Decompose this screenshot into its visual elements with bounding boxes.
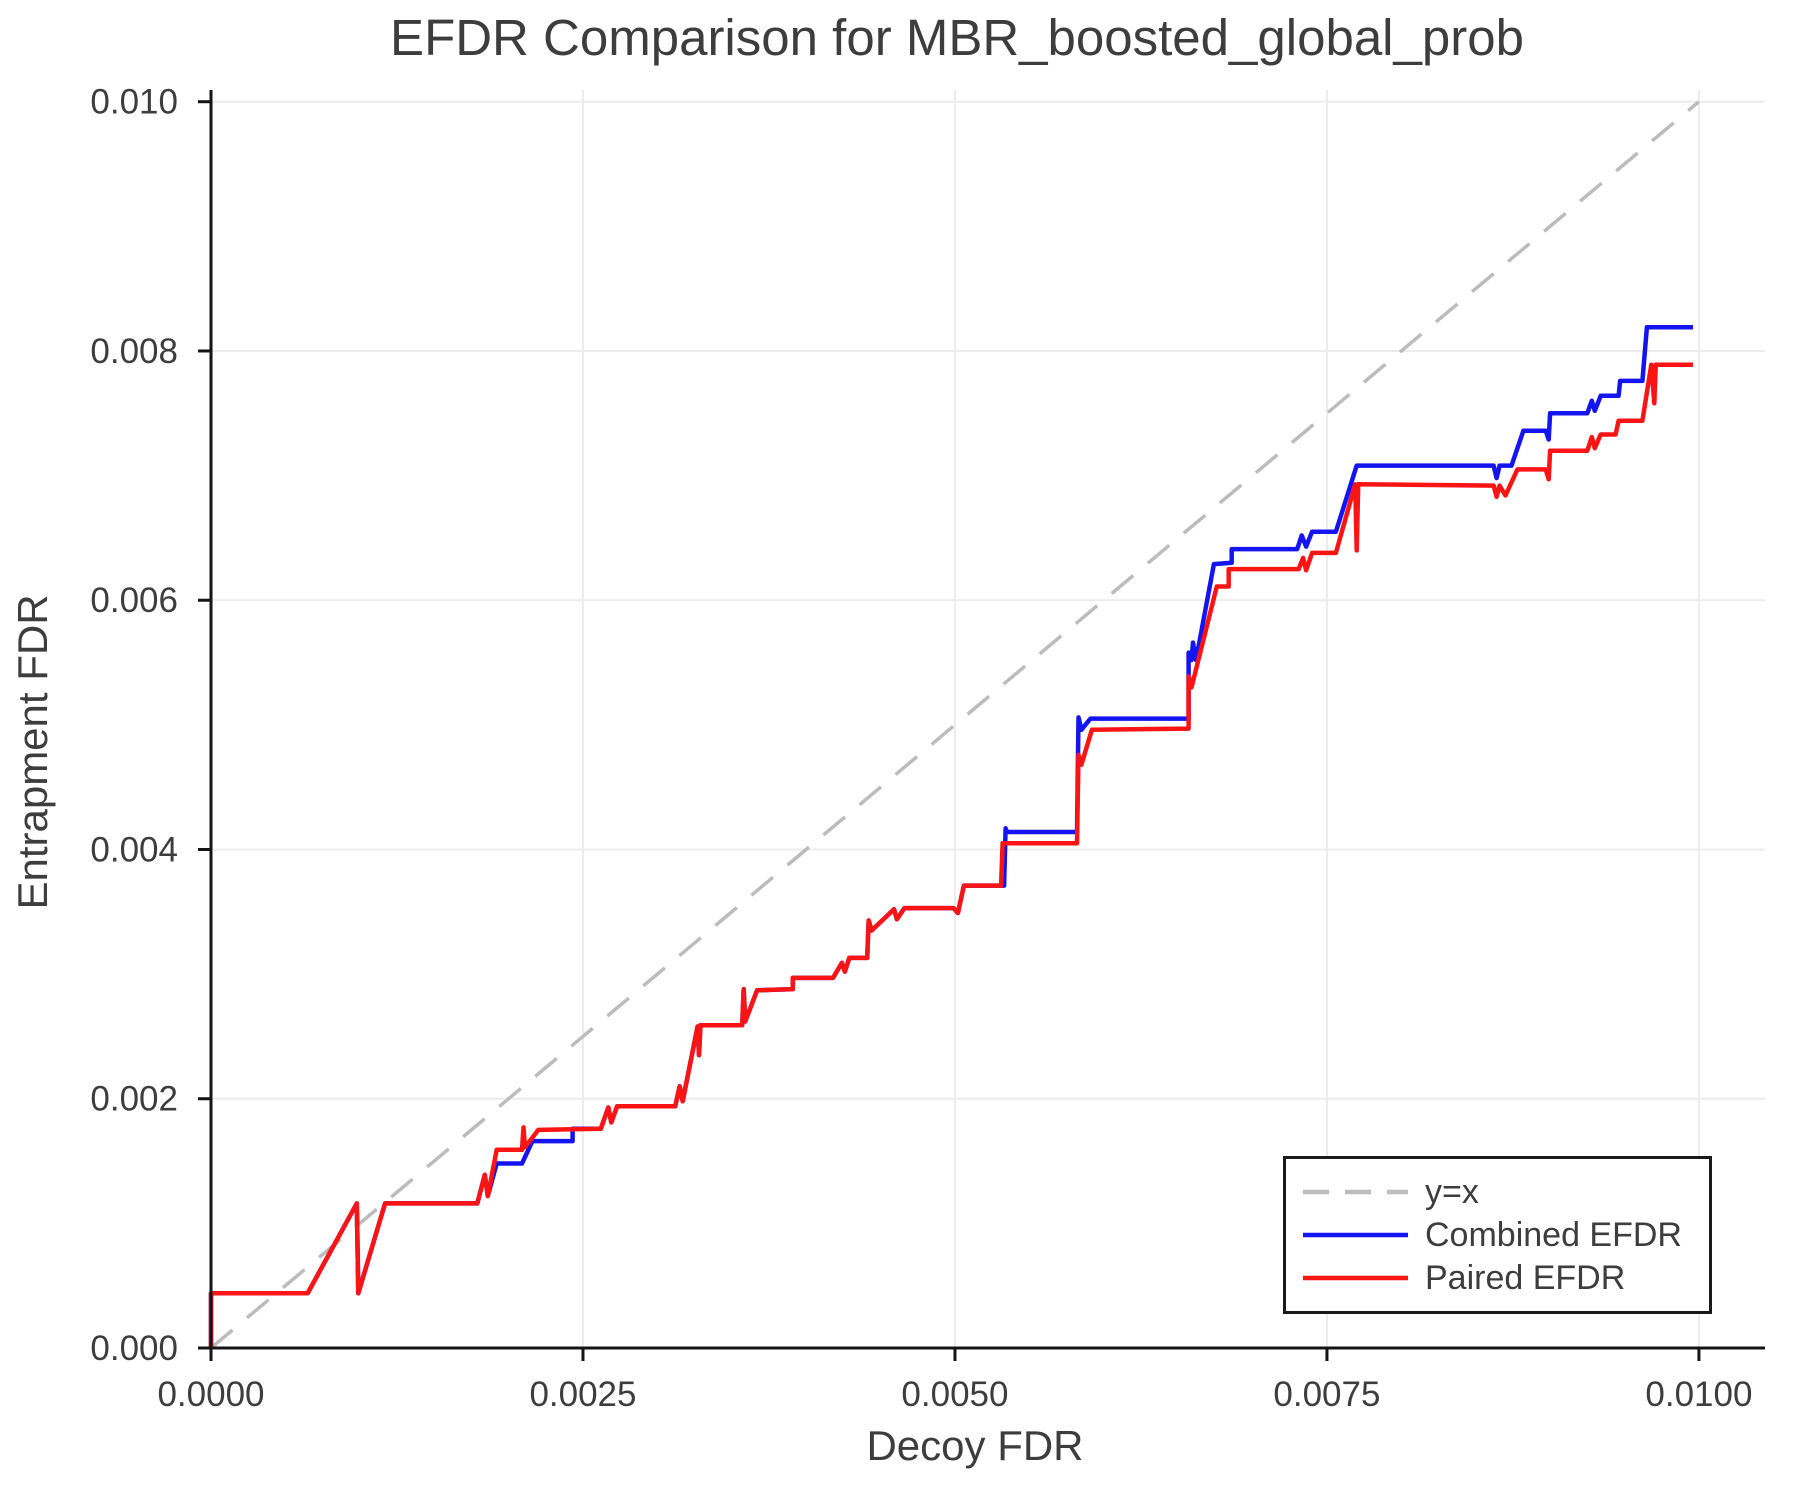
y-tick-label: 0.002 <box>90 1080 178 1119</box>
legend-label: Combined EFDR <box>1425 1215 1682 1254</box>
legend-label: Paired EFDR <box>1425 1258 1626 1297</box>
y-tick-label: 0.006 <box>90 581 178 620</box>
y-tick-label: 0.004 <box>90 830 178 869</box>
y-axis-label: Entrapment FDR <box>9 594 56 910</box>
series-paired-efdr <box>208 362 1693 1348</box>
y-tick-label: 0.010 <box>90 83 178 122</box>
y-tick-label: 0.008 <box>90 332 178 371</box>
x-axis-label: Decoy FDR <box>866 1422 1084 1469</box>
legend-label: y=x <box>1425 1172 1479 1211</box>
x-tick-label: 0.0050 <box>901 1375 1008 1414</box>
dashed-line-swatch <box>1303 1189 1408 1195</box>
blue-line-swatch <box>1303 1232 1408 1238</box>
x-tick-label: 0.0075 <box>1273 1375 1380 1414</box>
legend-entry-combined-efdr: Combined EFDR <box>1303 1214 1709 1257</box>
legend: y=x Combined EFDR Paired EFDR <box>1283 1156 1712 1314</box>
x-tick-label: 0.0000 <box>157 1375 264 1414</box>
y-tick-label: 0.000 <box>90 1329 178 1368</box>
legend-entry-identity: y=x <box>1303 1171 1709 1214</box>
x-tick-label: 0.0100 <box>1645 1375 1752 1414</box>
legend-entry-paired-efdr: Paired EFDR <box>1303 1257 1709 1300</box>
chart-title: EFDR Comparison for MBR_boosted_global_p… <box>390 9 1524 66</box>
series-y-x <box>209 100 1701 1350</box>
x-tick-label: 0.0025 <box>529 1375 636 1414</box>
red-line-swatch <box>1303 1275 1408 1281</box>
